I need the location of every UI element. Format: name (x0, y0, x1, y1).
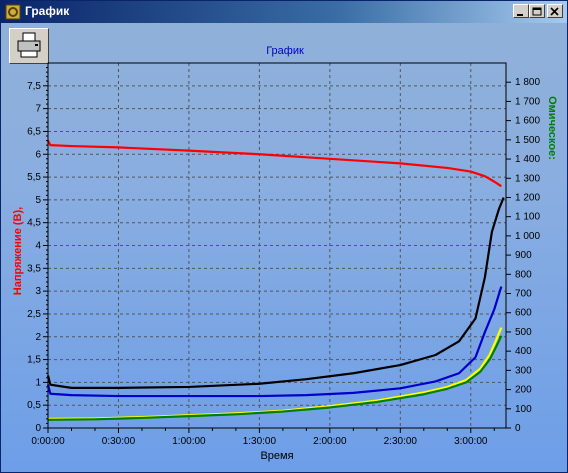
y-left-tick-label: 7 (35, 104, 41, 115)
maximize-icon (532, 7, 542, 16)
y-right-tick-label: 1 300 (515, 173, 540, 184)
grid (48, 63, 506, 428)
printer-icon (17, 32, 41, 58)
y-right-tick-label: 800 (515, 269, 532, 280)
chart-area: График 0:00:00 0:30:00 1:00:00 1:30:00 2:00:… (1, 23, 567, 472)
minimize-icon (517, 14, 523, 16)
chart-title: График (266, 45, 304, 57)
series-line-0 (47, 140, 502, 188)
app-icon (5, 4, 21, 20)
y-left-tick-label: 0,5 (27, 400, 41, 411)
y-right-tick-label: 300 (515, 365, 532, 376)
y-left-tick-label: 4,5 (27, 218, 41, 229)
x-tick-label: 1:00:00 (172, 436, 206, 447)
x-tick-label: 0:00:00 (31, 436, 65, 447)
y-right-tick-label: 0 (515, 423, 521, 434)
y-right-tick-label: 1 700 (515, 96, 540, 107)
y-left-tick-label: 5,5 (27, 172, 41, 183)
close-icon (550, 7, 559, 16)
x-tick-label: 1:30:00 (243, 436, 277, 447)
x-tick-label: 2:30:00 (384, 436, 418, 447)
y-axis-label-right: Омическое: (546, 96, 558, 160)
series-line-4 (47, 335, 503, 421)
y-right-tick-label: 600 (515, 308, 532, 319)
y-right-tick-label: 1 500 (515, 135, 540, 146)
title-bar[interactable]: График (1, 1, 567, 23)
y-left-tick-label: 2,5 (27, 309, 41, 320)
series-line-1 (46, 197, 505, 389)
y-left-tick-label: 1 (35, 377, 41, 388)
y-right-tick-label: 1 800 (515, 77, 540, 88)
y-right-tick-label: 900 (515, 250, 532, 261)
maximize-button[interactable] (529, 4, 545, 18)
y-right-tick-label: 1 000 (515, 231, 540, 242)
series-layer (46, 140, 505, 421)
close-button[interactable] (547, 4, 563, 18)
y-right-tick-label: 700 (515, 289, 532, 300)
x-tick-label: 2:00:00 (313, 436, 347, 447)
y-right-tick-label: 1 400 (515, 154, 540, 165)
y-axis-label-left: Напряжение (В), (12, 207, 24, 295)
y-right-tick-label: 200 (515, 385, 532, 396)
y-left-tick-label: 3,5 (27, 263, 41, 274)
y-right-tick-label: 100 (515, 404, 532, 415)
x-tick-label: 0:30:00 (102, 436, 136, 447)
axes: 0:00:00 0:30:00 1:00:00 1:30:00 2:00:00 2:30:… (27, 62, 540, 447)
series-line-2 (46, 286, 503, 398)
y-left-tick-label: 6,5 (27, 126, 41, 137)
y-right-tick-label: 1 100 (515, 212, 540, 223)
y-left-tick-label: 5 (35, 195, 41, 206)
y-left-tick-label: 1,5 (27, 355, 41, 366)
y-left-tick-label: 2 (35, 332, 41, 343)
x-tick-label: 3:00:00 (454, 436, 488, 447)
window-title: График (25, 4, 70, 18)
y-left-tick-label: 3 (35, 286, 41, 297)
minimize-button[interactable] (513, 4, 529, 18)
y-left-tick-label: 7,5 (27, 81, 41, 92)
x-axis-label: Время (260, 450, 293, 462)
y-left-tick-label: 6 (35, 149, 41, 160)
y-right-tick-label: 400 (515, 346, 532, 357)
y-right-tick-label: 500 (515, 327, 532, 338)
print-button[interactable] (9, 28, 49, 64)
y-right-tick-label: 1 600 (515, 116, 540, 127)
y-left-tick-label: 4 (35, 241, 41, 252)
y-left-tick-label: 0 (35, 423, 41, 434)
line-chart: График 0:00:00 0:30:00 1:00:00 1:30:00 2:00:… (12, 45, 558, 462)
y-right-tick-label: 1 200 (515, 192, 540, 203)
